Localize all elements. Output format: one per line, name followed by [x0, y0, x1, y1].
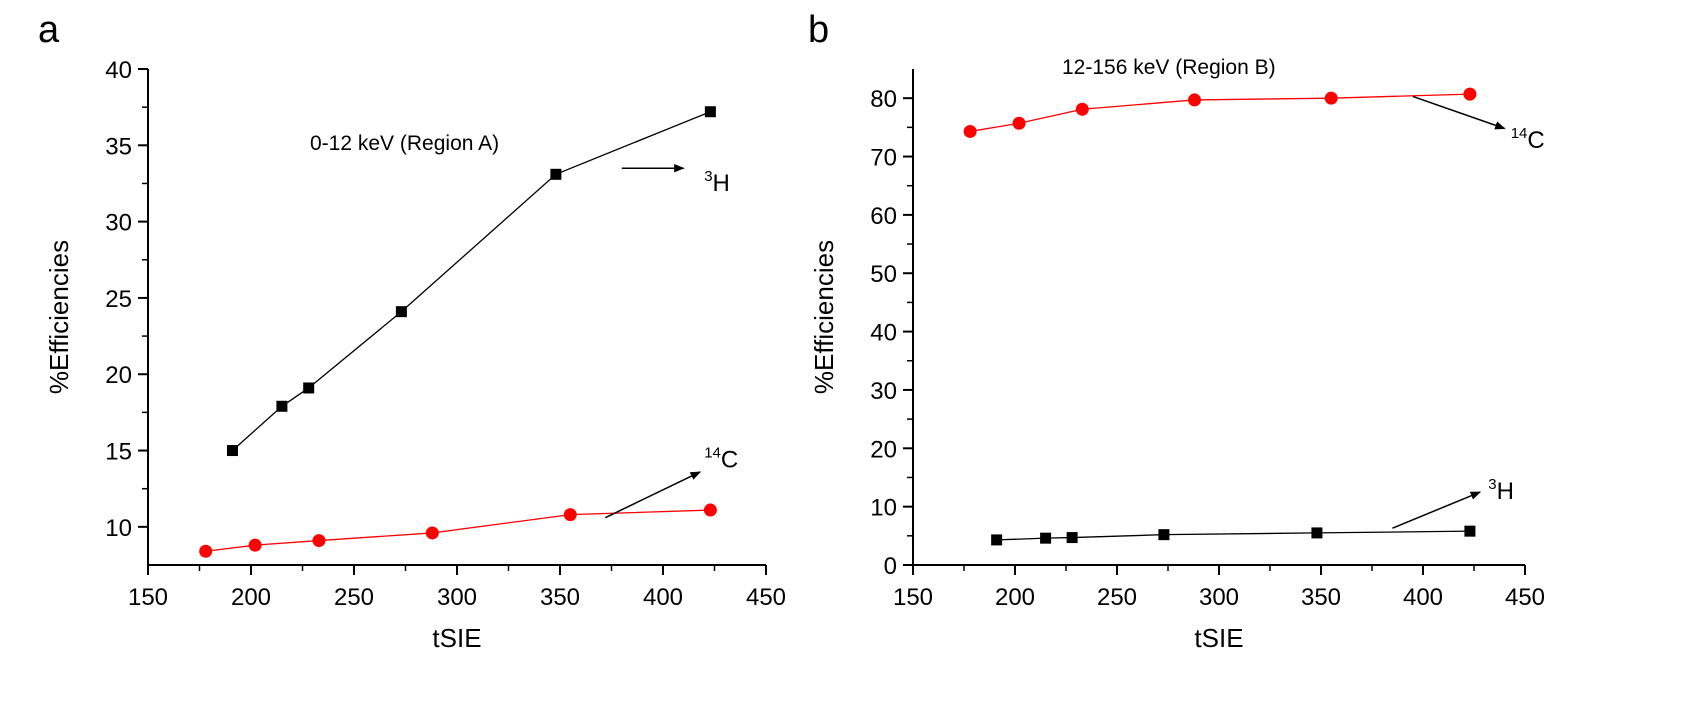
data-point-square: [303, 382, 315, 394]
data-point-circle: [199, 544, 213, 558]
annotation-arrow: [1392, 491, 1482, 529]
isotope-element: H: [1497, 478, 1514, 505]
data-point-circle: [248, 538, 262, 552]
x-tick-label: 150: [893, 584, 933, 611]
data-point-square: [1158, 529, 1170, 541]
data-point-square: [1066, 532, 1078, 544]
panel-label: a: [38, 9, 60, 51]
data-point-circle: [425, 526, 439, 540]
series-line: [232, 111, 711, 452]
data-point-square: [550, 168, 562, 180]
y-tick-label: 10: [870, 495, 897, 522]
data-point-circle: [1188, 93, 1202, 107]
annotation-label: 3H: [1488, 476, 1514, 505]
annotation-arrow: [604, 471, 702, 519]
y-tick-label: 25: [105, 286, 132, 313]
y-tick-label: 10: [105, 515, 132, 542]
y-tick-label: 20: [870, 436, 897, 463]
y-tick-label: 40: [870, 320, 897, 347]
annotation-label: 14C: [1511, 125, 1545, 154]
y-axis-label: %Efficiencies: [44, 240, 74, 394]
data-point-circle: [1324, 91, 1338, 105]
x-tick-label: 400: [643, 584, 683, 611]
y-tick-label: 80: [870, 86, 897, 113]
x-tick-label: 200: [995, 584, 1035, 611]
data-point-circle: [703, 503, 717, 517]
data-point-square: [276, 400, 288, 412]
y-tick-label: 50: [870, 261, 897, 288]
isotope-mass: 14: [1511, 125, 1528, 142]
data-point-square: [1311, 527, 1323, 539]
panel-label: b: [808, 9, 829, 51]
x-tick-label: 400: [1403, 584, 1443, 611]
x-axis-label: tSIE: [1194, 623, 1243, 653]
y-tick-label: 60: [870, 203, 897, 230]
data-point-circle: [312, 534, 326, 548]
isotope-mass: 3: [1488, 476, 1496, 493]
series-3H: [226, 106, 716, 457]
y-tick-label: 20: [105, 362, 132, 389]
annotation-label: 14C: [704, 444, 738, 473]
y-tick-label: 15: [105, 439, 132, 466]
isotope-mass: 14: [704, 444, 721, 461]
data-point-square: [704, 106, 716, 118]
data-point-circle: [1012, 116, 1026, 130]
y-tick-label: 30: [105, 210, 132, 237]
chart-title: 12-156 keV (Region B): [1062, 56, 1276, 79]
panel-a: a 150 200 250 300 350 400 450 10 15 20 25 30 35 40 tSIE…: [38, 9, 786, 653]
annotation-label: 3H: [704, 168, 730, 197]
chart-title: 0-12 keV (Region A): [310, 132, 499, 155]
isotope-element: H: [713, 170, 730, 197]
x-axis-label: tSIE: [432, 623, 481, 653]
y-tick-label: 0: [884, 553, 897, 580]
data-point-circle: [963, 124, 977, 138]
x-tick-label: 350: [540, 584, 580, 611]
data-point-circle: [563, 508, 577, 522]
isotope-element: C: [1527, 127, 1544, 154]
isotope-mass: 3: [704, 168, 712, 185]
x-tick-label: 250: [334, 584, 374, 611]
x-tick-label: 350: [1301, 584, 1341, 611]
x-tick-label: 450: [1505, 584, 1545, 611]
series-line: [205, 509, 711, 552]
y-tick-label: 70: [870, 145, 897, 172]
y-tick-label: 35: [105, 133, 132, 160]
data-point-circle: [1463, 87, 1477, 101]
data-point-square: [395, 306, 407, 318]
series-3H: [991, 525, 1476, 546]
data-point-circle: [1075, 102, 1089, 116]
data-point-square: [226, 445, 238, 457]
data-point-square: [991, 534, 1003, 546]
y-axis-label: %Efficiencies: [809, 240, 839, 394]
isotope-element: C: [721, 446, 738, 473]
series-line: [996, 530, 1470, 541]
data-point-square: [1464, 525, 1476, 537]
panel-b: b 150 200 250 300 350 400 450 0 10 20 30 40 50 60 70 80 t…: [808, 9, 1545, 653]
series-line: [970, 93, 1470, 133]
x-tick-label: 250: [1097, 584, 1137, 611]
x-tick-label: 200: [231, 584, 271, 611]
x-tick-label: 150: [128, 584, 168, 611]
x-tick-label: 300: [437, 584, 477, 611]
data-point-square: [1040, 532, 1052, 544]
series-14C: [199, 503, 717, 558]
y-tick-label: 30: [870, 378, 897, 405]
y-tick-label: 40: [105, 57, 132, 84]
annotation-arrow: [1412, 95, 1506, 130]
x-tick-label: 450: [746, 584, 786, 611]
x-tick-label: 300: [1199, 584, 1239, 611]
series-14C: [963, 87, 1477, 138]
